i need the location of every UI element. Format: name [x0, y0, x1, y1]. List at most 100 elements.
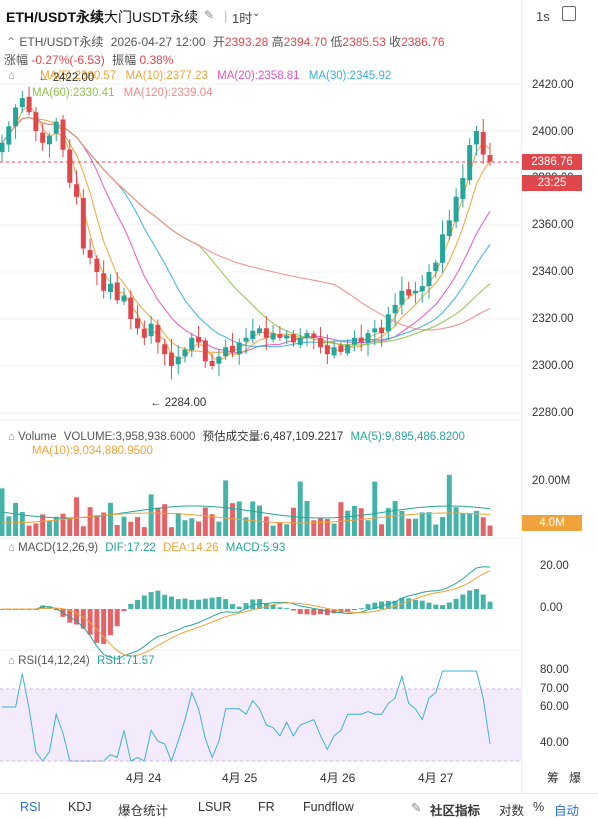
- auto-toggle[interactable]: 自动: [554, 804, 580, 818]
- tab-rsi[interactable]: RSI: [20, 800, 41, 814]
- ma5-legend[interactable]: MA(5):2390.57: [40, 70, 117, 82]
- rsi-tick: 70.00: [540, 683, 569, 695]
- macd-bar: [372, 602, 378, 609]
- bell-icon[interactable]: ⌂: [8, 542, 15, 554]
- candle-body: [351, 337, 357, 345]
- volume-bar: [216, 521, 222, 536]
- volume-bar: [446, 474, 452, 536]
- macd-bar: [379, 601, 385, 609]
- candle-body: [135, 318, 141, 329]
- candle-body: [202, 340, 208, 362]
- volume-bar: [338, 502, 344, 536]
- volume-bar: [121, 516, 127, 536]
- percent-toggle[interactable]: %: [533, 800, 545, 814]
- volume-bar: [433, 524, 439, 536]
- volume-legend: ⌂ Volume VOLUME:3,958,938.6000 预估成交量:6,4…: [8, 428, 465, 444]
- volume-bar: [385, 508, 391, 536]
- candle-body: [297, 337, 303, 345]
- candle-body: [392, 304, 398, 314]
- countdown-tag: 23:25: [522, 175, 582, 191]
- bell-icon[interactable]: ⌂: [8, 70, 15, 82]
- candle-body: [155, 324, 161, 343]
- interval-select[interactable]: 1时: [232, 11, 253, 26]
- bell-icon[interactable]: ⌂: [8, 655, 15, 667]
- volume-bar: [155, 507, 161, 536]
- tab-lsur[interactable]: LSUR: [198, 800, 232, 814]
- candle-body: [338, 345, 344, 352]
- ma60-legend[interactable]: MA(60):2330.41: [32, 87, 115, 99]
- volume-bar: [168, 527, 174, 536]
- candle-body: [148, 323, 154, 337]
- candle-body: [80, 198, 86, 249]
- candle-body: [290, 334, 296, 343]
- macd-label[interactable]: MACD(12,26,9): [18, 542, 99, 554]
- macd-bar: [196, 599, 202, 609]
- high-marker-value: 2422.00: [52, 72, 95, 84]
- macd-bar: [345, 609, 351, 613]
- edit-icon[interactable]: ✎: [411, 801, 422, 815]
- volume-bar: [284, 524, 290, 536]
- rsi-tick: 80.00: [540, 664, 569, 676]
- chart-canvas[interactable]: [0, 0, 598, 793]
- rsi-legend: ⌂ RSI(14,12,24) RSI1:71.57: [8, 655, 155, 667]
- change-label: 涨幅: [4, 53, 29, 67]
- rsi-tick: 40.00: [540, 737, 569, 749]
- candle-body: [53, 121, 59, 134]
- tab-kdj[interactable]: KDJ: [68, 800, 92, 814]
- liquidation-button[interactable]: 爆: [569, 771, 582, 785]
- volume-bar: [467, 513, 473, 536]
- macd-bar: [290, 609, 296, 611]
- volume-label[interactable]: Volume: [18, 431, 57, 443]
- community-indicator-button[interactable]: 社区指标: [430, 804, 481, 818]
- venue-label[interactable]: 大门USDT永续: [104, 9, 199, 25]
- low-marker-value: 2284.00: [164, 397, 207, 409]
- candle-body: [46, 135, 52, 145]
- ma10-legend[interactable]: MA(10):2377.23: [125, 70, 208, 82]
- volume-bar: [311, 520, 317, 536]
- tab-fr[interactable]: FR: [258, 800, 275, 814]
- candle-body: [345, 344, 351, 354]
- rsi-label[interactable]: RSI(14,12,24): [18, 655, 90, 667]
- macd-bar: [223, 599, 229, 609]
- chart-header: ETH/USDT永续 大门USDT永续 ✎ | 1时 ⌄ 1s: [0, 0, 598, 30]
- indicator-tabs: RSI KDJ 爆仓统计 LSUR FR Fundflow ✎ 社区指标 对数 …: [0, 793, 598, 818]
- tab-fundflow[interactable]: Fundflow: [303, 800, 354, 814]
- chevron-down-icon[interactable]: ⌄: [252, 8, 261, 19]
- macd-bar: [209, 597, 215, 609]
- candle-body: [107, 283, 113, 293]
- ma30-legend[interactable]: MA(30):2345.92: [308, 70, 392, 82]
- bell-icon[interactable]: ⌂: [8, 431, 15, 443]
- amp-label: 振幅: [112, 53, 137, 67]
- log-toggle[interactable]: 对数: [499, 804, 525, 818]
- volume-bar: [128, 521, 134, 536]
- volume-bar: [290, 507, 296, 536]
- candle-body: [87, 250, 93, 258]
- candle-body: [67, 149, 73, 183]
- macd-bar: [297, 609, 303, 615]
- candle-body: [114, 282, 120, 301]
- macd-tick: 20.00: [540, 560, 569, 572]
- volume-bar: [392, 501, 398, 536]
- volume-bar: [13, 502, 19, 536]
- interval-right[interactable]: 1s: [536, 9, 550, 24]
- candle-body: [6, 126, 12, 145]
- ma120-legend[interactable]: MA(120):2339.04: [123, 87, 213, 99]
- window-icon[interactable]: [562, 6, 576, 21]
- high-marker: ← 2422.00: [38, 72, 95, 84]
- chip-button[interactable]: 筹: [547, 771, 560, 785]
- candle-body: [121, 295, 127, 302]
- candle-body: [189, 337, 195, 351]
- candle-body: [399, 290, 405, 305]
- candle-body: [243, 337, 249, 342]
- symbol-title[interactable]: ETH/USDT永续: [6, 9, 104, 25]
- macd-bar: [250, 599, 256, 609]
- price-tick: 2420.00: [532, 79, 574, 91]
- ma20-legend[interactable]: MA(20):2358.81: [217, 70, 300, 82]
- tab-liquidation[interactable]: 爆仓统计: [118, 804, 169, 818]
- candle-body: [304, 333, 310, 339]
- macd-bar: [318, 609, 324, 615]
- volume-bar: [148, 494, 154, 536]
- collapse-icon[interactable]: ⌃: [6, 35, 17, 49]
- low-label: 低: [330, 35, 343, 49]
- edit-icon[interactable]: ✎: [204, 8, 215, 22]
